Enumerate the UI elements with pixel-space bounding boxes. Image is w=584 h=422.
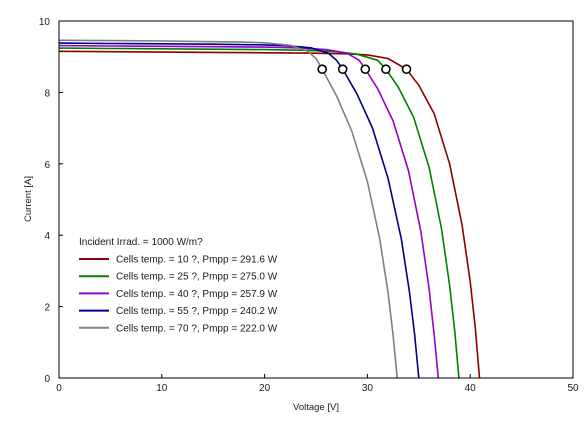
series-line-1 [58, 47, 460, 379]
plot-layer [58, 39, 481, 379]
series-line-0 [58, 50, 481, 379]
mpp-marker-2 [360, 64, 371, 74]
legend-title: Incident Irrad. = 1000 W/m? [79, 237, 203, 248]
mpp-marker-3 [337, 64, 348, 74]
x-tick-label-5: 50 [567, 383, 579, 394]
y-axis-label: Current [A] [23, 176, 34, 222]
y-tick-label-2: 4 [44, 231, 50, 242]
plot-frame [58, 20, 574, 379]
y-tick-label-1: 2 [44, 303, 50, 314]
legend-label-4: Cells temp. = 70 ?, Pmpp = 222.0 W [116, 323, 278, 334]
legend-label-2: Cells temp. = 40 ?, Pmpp = 257.9 W [116, 289, 278, 300]
y-tick-label-5: 10 [39, 17, 51, 28]
x-tick-label-2: 20 [259, 383, 271, 394]
mpp-marker-1 [381, 64, 391, 74]
y-tick-label-3: 6 [44, 160, 50, 171]
series-line-4 [58, 39, 398, 379]
x-tick-label-3: 30 [362, 383, 374, 394]
y-tick-label-4: 8 [44, 88, 50, 99]
series-line-2 [58, 44, 440, 379]
series-line-3 [58, 42, 420, 379]
mpp-marker-0 [401, 64, 412, 74]
y-tick-label-0: 0 [44, 374, 50, 385]
x-tick-label-0: 0 [56, 383, 62, 394]
mpp-marker-4 [317, 64, 328, 74]
x-tick-label-1: 10 [156, 383, 168, 394]
legend-label-1: Cells temp. = 25 ?, Pmpp = 275.0 W [116, 272, 278, 283]
legend-label-3: Cells temp. = 55 ?, Pmpp = 240.2 W [116, 306, 278, 317]
x-axis-label: Voltage [V] [293, 402, 339, 413]
ticks-layer: 0 10 20 30 40 50 0 2 4 6 8 10 [39, 17, 579, 394]
legend: Incident Irrad. = 1000 W/m? Cells temp. … [79, 237, 278, 334]
x-tick-label-4: 40 [465, 383, 477, 394]
legend-label-0: Cells temp. = 10 ?, Pmpp = 291.6 W [116, 255, 278, 266]
